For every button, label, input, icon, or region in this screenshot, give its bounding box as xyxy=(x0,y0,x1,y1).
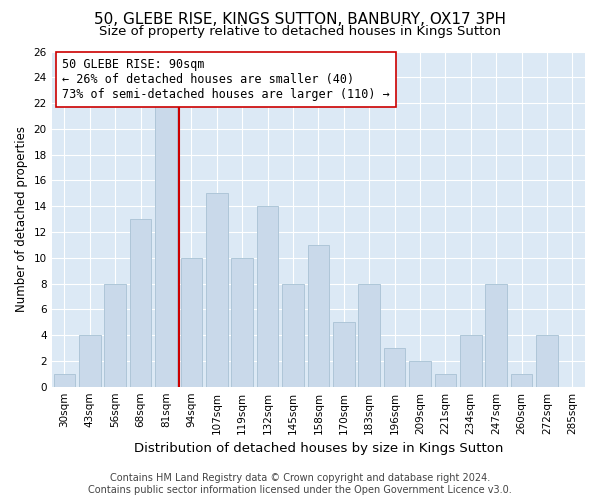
Bar xyxy=(409,361,431,386)
Bar xyxy=(384,348,406,387)
Bar xyxy=(104,284,126,387)
Bar xyxy=(257,206,278,386)
Bar xyxy=(232,258,253,386)
Text: Contains HM Land Registry data © Crown copyright and database right 2024.
Contai: Contains HM Land Registry data © Crown c… xyxy=(88,474,512,495)
Bar xyxy=(485,284,507,387)
X-axis label: Distribution of detached houses by size in Kings Sutton: Distribution of detached houses by size … xyxy=(134,442,503,455)
Bar xyxy=(536,335,557,386)
Y-axis label: Number of detached properties: Number of detached properties xyxy=(15,126,28,312)
Bar xyxy=(155,103,177,387)
Text: 50 GLEBE RISE: 90sqm
← 26% of detached houses are smaller (40)
73% of semi-detac: 50 GLEBE RISE: 90sqm ← 26% of detached h… xyxy=(62,58,390,101)
Bar xyxy=(308,245,329,386)
Bar xyxy=(206,194,227,386)
Bar xyxy=(53,374,75,386)
Bar xyxy=(181,258,202,386)
Bar xyxy=(282,284,304,387)
Bar xyxy=(79,335,101,386)
Bar xyxy=(358,284,380,387)
Bar xyxy=(511,374,532,386)
Bar xyxy=(434,374,456,386)
Text: 50, GLEBE RISE, KINGS SUTTON, BANBURY, OX17 3PH: 50, GLEBE RISE, KINGS SUTTON, BANBURY, O… xyxy=(94,12,506,28)
Text: Size of property relative to detached houses in Kings Sutton: Size of property relative to detached ho… xyxy=(99,25,501,38)
Bar xyxy=(130,219,151,386)
Bar xyxy=(460,335,482,386)
Bar xyxy=(333,322,355,386)
